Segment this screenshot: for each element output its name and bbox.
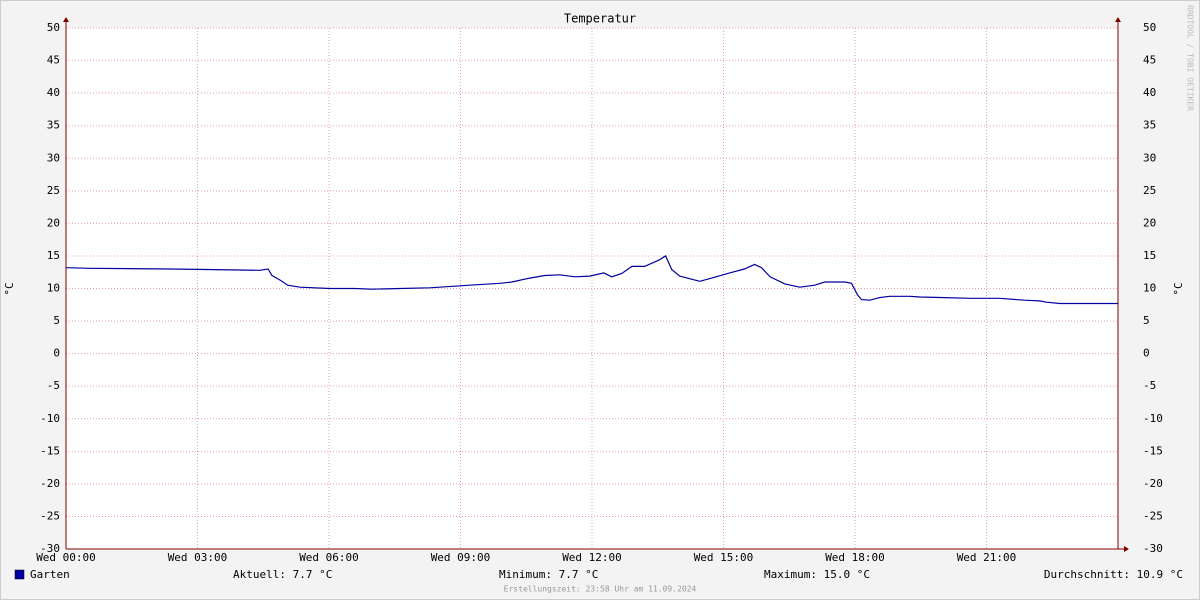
y2-tick-label: 30 — [1143, 151, 1156, 164]
y2-tick-label: 20 — [1143, 216, 1156, 229]
y2-tick-label: 0 — [1143, 347, 1150, 360]
y2-tick-label: 15 — [1143, 249, 1156, 262]
x-tick-label: Wed 06:00 — [299, 551, 359, 564]
y-tick-label: -10 — [40, 412, 60, 425]
y-tick-label: 45 — [47, 54, 60, 67]
y2-tick-label: -25 — [1143, 509, 1163, 522]
y-tick-label: 0 — [53, 347, 60, 360]
y-tick-label: 5 — [53, 314, 60, 327]
x-tick-label: Wed 09:00 — [431, 551, 491, 564]
legend-label: Garten — [30, 568, 70, 581]
stat: Durchschnitt: 10.9 °C — [1044, 568, 1183, 581]
y2-tick-label: 10 — [1143, 282, 1156, 295]
y-tick-label: 35 — [47, 119, 60, 132]
y-tick-label: 30 — [47, 151, 60, 164]
axis-arrow — [1115, 17, 1121, 22]
y2-tick-label: 5 — [1143, 314, 1150, 327]
y2-tick-label: -20 — [1143, 477, 1163, 490]
x-tick-label: Wed 18:00 — [825, 551, 885, 564]
y-tick-label: 10 — [47, 282, 60, 295]
y-tick-label: 40 — [47, 86, 60, 99]
y2-tick-label: -10 — [1143, 412, 1163, 425]
footer: Erstellungszeit: 23:58 Uhr am 11.09.2024 — [504, 585, 697, 594]
y2-tick-label: -5 — [1143, 379, 1156, 392]
y-axis-label: °C — [3, 282, 16, 295]
y-tick-label: -30 — [40, 542, 60, 555]
x-tick-label: Wed 15:00 — [694, 551, 754, 564]
axis-arrow — [1124, 546, 1129, 552]
x-tick-label: Wed 00:00 — [36, 551, 96, 564]
x-tick-label: Wed 03:00 — [168, 551, 228, 564]
y2-tick-label: -15 — [1143, 444, 1163, 457]
y-tick-label: -25 — [40, 509, 60, 522]
y-tick-label: 50 — [47, 21, 60, 34]
y-tick-label: -20 — [40, 477, 60, 490]
chart-title: Temperatur — [564, 12, 636, 26]
y2-tick-label: 40 — [1143, 86, 1156, 99]
x-tick-label: Wed 21:00 — [957, 551, 1017, 564]
y2-axis-label: °C — [1172, 282, 1185, 295]
axis-arrow — [63, 17, 69, 22]
y-tick-label: 15 — [47, 249, 60, 262]
watermark: RRDTOOL / TOBI OETIKER — [1186, 5, 1195, 111]
stat: Minimum: 7.7 °C — [499, 568, 598, 581]
y2-tick-label: 35 — [1143, 119, 1156, 132]
y-tick-label: -5 — [47, 379, 60, 392]
y2-tick-label: 50 — [1143, 21, 1156, 34]
stat: Maximum: 15.0 °C — [764, 568, 870, 581]
data-line — [65, 255, 1118, 305]
y-tick-label: 20 — [47, 216, 60, 229]
y-tick-label: 25 — [47, 184, 60, 197]
y2-tick-label: 45 — [1143, 54, 1156, 67]
stat: Aktuell: 7.7 °C — [233, 568, 332, 581]
x-tick-label: Wed 12:00 — [562, 551, 622, 564]
y-tick-label: -15 — [40, 444, 60, 457]
y2-tick-label: 25 — [1143, 184, 1156, 197]
legend-swatch — [14, 569, 25, 580]
y2-tick-label: -30 — [1143, 542, 1163, 555]
